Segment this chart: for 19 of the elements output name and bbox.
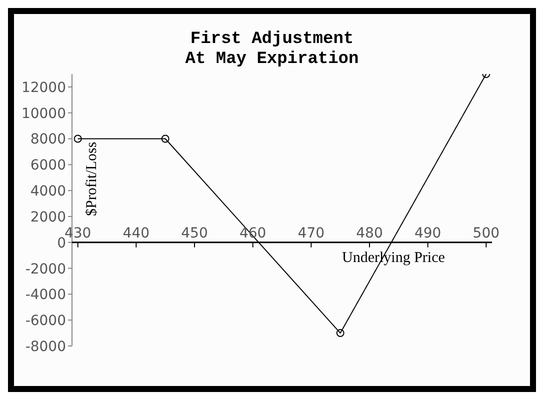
x-tick-label: 480 [356, 225, 383, 242]
y-tick-label: 6000 [30, 158, 66, 174]
x-tick-label: 450 [181, 225, 208, 242]
x-tick-label: 500 [472, 225, 500, 242]
x-tick-label: 470 [298, 225, 325, 242]
y-tick-label: 12000 [21, 80, 66, 96]
y-tick-label: 10000 [21, 106, 66, 122]
y-tick-label: 4000 [30, 184, 66, 200]
chart-title: First Adjustment At May Expiration [184, 30, 360, 70]
x-tick-label: 440 [122, 225, 150, 242]
y-tick-label: -6000 [25, 313, 66, 330]
y-tick-label: -2000 [25, 261, 66, 278]
y-axis-title: $Profit/Loss [84, 142, 101, 216]
y-tick-label: 0 [57, 235, 66, 252]
y-tick-label: -4000 [25, 287, 66, 304]
y-tick-label: 8000 [30, 132, 66, 148]
y-tick-label: 2000 [30, 209, 66, 226]
y-tick-label: -8000 [25, 338, 66, 355]
x-tick-label: 490 [414, 225, 442, 242]
